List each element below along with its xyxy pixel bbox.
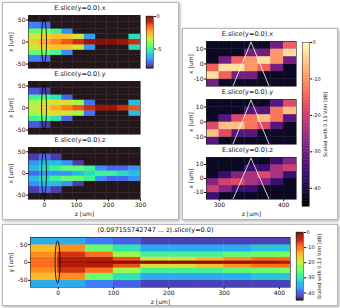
svg-text:-40: -40	[307, 290, 315, 296]
svg-text:x [um]: x [um]	[187, 169, 194, 189]
svg-text:300: 300	[218, 289, 230, 296]
svg-text:0: 0	[22, 38, 26, 45]
svg-text:0: 0	[56, 289, 60, 296]
svg-text:300: 300	[214, 201, 226, 208]
html-text:E.slice(y=0.0).y: E.slice(y=0.0).y	[54, 70, 106, 78]
svg-text:50: 50	[18, 148, 26, 155]
svg-text:-10: -10	[313, 76, 321, 82]
svg-text:400: 400	[278, 201, 290, 208]
svg-text:10: 10	[196, 160, 204, 167]
svg-text:-50: -50	[16, 126, 26, 133]
svg-text:-50: -50	[16, 60, 26, 67]
svg-text:50: 50	[20, 241, 28, 248]
svg-text:x [um]: x [um]	[7, 98, 14, 118]
svg-text:0: 0	[200, 174, 204, 181]
html-text:E.slice(y=0.0).x: E.slice(y=0.0).x	[54, 4, 106, 12]
svg-text:0: 0	[157, 13, 160, 19]
svg-text:x [um]: x [um]	[187, 54, 194, 74]
svg-text:0: 0	[22, 169, 26, 176]
html-text:E.slice(y=0.0).y: E.slice(y=0.0).y	[221, 88, 274, 96]
svg-text:y [um]: y [um]	[7, 253, 15, 273]
svg-text:0: 0	[22, 104, 26, 111]
svg-text:200: 200	[103, 201, 115, 208]
svg-text:0: 0	[43, 201, 47, 208]
svg-text:z [um]: z [um]	[151, 298, 170, 305]
svg-text:0: 0	[200, 60, 204, 67]
svg-text:0: 0	[200, 118, 204, 125]
svg-text:Scaled with 0.13 V/m [dB]: Scaled with 0.13 V/m [dB]	[322, 92, 328, 157]
svg-text:50: 50	[18, 82, 26, 89]
svg-text:-20: -20	[313, 112, 321, 118]
svg-text:10: 10	[196, 103, 204, 110]
svg-text:-30: -30	[307, 274, 315, 280]
svg-text:200: 200	[163, 289, 175, 296]
svg-text:-20: -20	[307, 259, 315, 265]
svg-text:-10: -10	[194, 188, 204, 195]
html-text:E.slice(y=0.0).z: E.slice(y=0.0).z	[54, 136, 106, 144]
svg-text:-50: -50	[18, 276, 28, 283]
svg-text:300: 300	[135, 201, 147, 208]
svg-text:x [um]: x [um]	[187, 112, 194, 132]
svg-text:100: 100	[71, 201, 83, 208]
svg-text:-10: -10	[194, 75, 204, 82]
svg-text:-5: -5	[157, 46, 162, 52]
svg-text:-10: -10	[307, 244, 315, 250]
svg-text:400: 400	[274, 289, 286, 296]
svg-text:-10: -10	[194, 133, 204, 140]
svg-text:-50: -50	[16, 191, 26, 198]
html-text:E.slice(y=0.0).x: E.slice(y=0.0).x	[221, 30, 274, 38]
svg-text:50: 50	[18, 16, 26, 23]
svg-text:0: 0	[24, 258, 28, 265]
svg-text:x [um]: x [um]	[7, 164, 14, 184]
svg-text:x [um]: x [um]	[7, 32, 14, 52]
svg-text:0: 0	[307, 229, 310, 235]
svg-text:-40: -40	[313, 185, 321, 191]
svg-text:z [um]: z [um]	[242, 210, 261, 217]
svg-text:10: 10	[196, 45, 204, 52]
svg-text:z [um]: z [um]	[75, 210, 94, 217]
svg-text:Scaled with 0.13 V/m [dB]: Scaled with 0.13 V/m [dB]	[316, 234, 322, 299]
svg-text:0: 0	[313, 39, 316, 45]
svg-text:-30: -30	[313, 148, 321, 154]
svg-text:100: 100	[108, 289, 120, 296]
html-text:(0.097155742747 ... z).slice(y: (0.097155742747 ... z).slice(y=0.0)	[97, 226, 214, 234]
html-text:E.slice(y=0.0).z: E.slice(y=0.0).z	[222, 146, 273, 154]
